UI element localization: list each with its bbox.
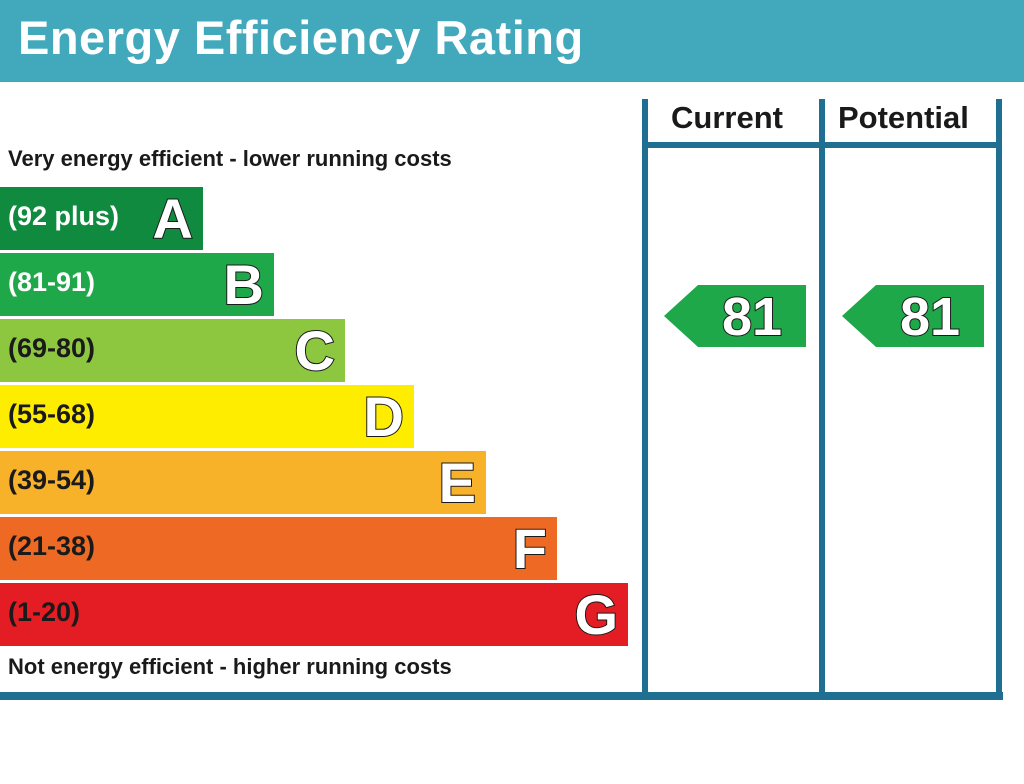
band-range-label: (69-80) — [8, 333, 96, 363]
column-divider-middle — [819, 99, 825, 700]
band-a: (92 plus) A — [0, 187, 203, 250]
page-title: Energy Efficiency Rating — [18, 11, 584, 64]
caption-top: Very energy efficient - lower running co… — [8, 146, 452, 171]
band-c: (69-80) C — [0, 319, 345, 382]
band-e: (39-54) E — [0, 451, 486, 514]
band-letter: G — [573, 583, 619, 646]
current-arrow-shape — [664, 285, 806, 347]
bottom-rule — [0, 692, 1003, 700]
column-divider-right — [996, 99, 1002, 700]
band-letter: B — [223, 253, 265, 316]
band-range-label: (39-54) — [8, 465, 96, 495]
band-letter: F — [512, 517, 548, 580]
band-g: (1-20) G — [0, 583, 628, 646]
current-rating-arrow: 81 — [664, 285, 806, 348]
band-range-label: (81-91) — [8, 267, 96, 297]
band-range-label: (1-20) — [8, 597, 81, 627]
band-letter: E — [438, 451, 477, 514]
potential-arrow-fill — [842, 285, 984, 347]
band-range-label: (21-38) — [8, 531, 96, 561]
current-rating-value: 81 — [721, 286, 783, 348]
band-b: (81-91) B — [0, 253, 274, 316]
band-letter: A — [152, 187, 194, 250]
column-divider-left — [642, 99, 648, 700]
caption-bottom: Not energy efficient - higher running co… — [8, 654, 452, 679]
column-header-rule — [642, 142, 1002, 148]
potential-rating-value: 81 — [899, 286, 961, 348]
header-bar: Energy Efficiency Rating — [0, 0, 1024, 82]
column-header-current: Current — [671, 100, 783, 135]
band-f: (21-38) F — [0, 517, 557, 580]
band-range-label: (55-68) — [8, 399, 96, 429]
column-header-potential: Potential — [838, 100, 969, 135]
potential-arrow-shape — [842, 285, 984, 347]
band-d: (55-68) D — [0, 385, 414, 448]
band-letter: C — [294, 319, 336, 382]
potential-rating-arrow: 81 — [842, 285, 984, 348]
band-letter: D — [363, 385, 405, 448]
current-arrow-fill — [664, 285, 806, 347]
band-range-label: (92 plus) — [8, 201, 120, 231]
